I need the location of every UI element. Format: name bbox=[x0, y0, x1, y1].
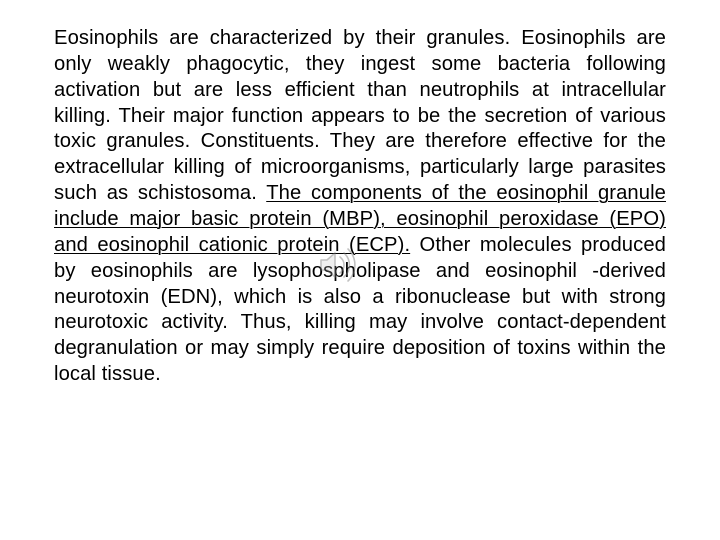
paragraph-block: Eosinophils are characterized by their g… bbox=[54, 26, 666, 388]
paragraph-seg1: Eosinophils are characterized by their g… bbox=[54, 27, 666, 204]
paragraph-seg3: Other molecules produced by eosinophils … bbox=[54, 234, 666, 385]
